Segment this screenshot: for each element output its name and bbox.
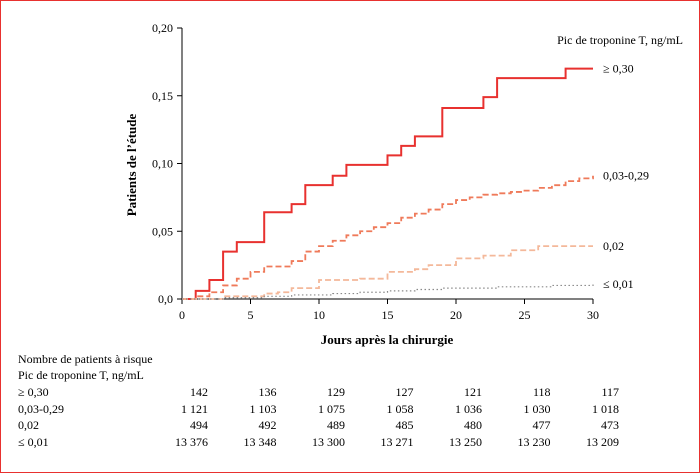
- series-end-label-3: ≤ 0,01: [603, 277, 634, 291]
- labels-layer: ≥ 0,30 0,03-0,29 0,02 ≤ 0,01: [603, 62, 649, 291]
- risk-cell: 1 030: [524, 402, 551, 416]
- series-layer: [182, 67, 594, 300]
- risk-cell: 118: [533, 385, 551, 399]
- x-tick-label: 15: [382, 308, 394, 322]
- y-tick-label: 0,0: [158, 292, 173, 306]
- risk-cell: 13 209: [586, 435, 619, 449]
- risk-cell: 485: [396, 418, 414, 432]
- risk-cell: 129: [327, 385, 345, 399]
- x-tick-label: 25: [519, 308, 531, 322]
- legend-title: Pic de troponine T, ng/mL: [557, 33, 683, 47]
- x-tick-label: 30: [587, 308, 599, 322]
- risk-cell: 13 230: [518, 435, 551, 449]
- risk-row-label: ≥ 0,30: [18, 385, 49, 399]
- risk-cell: 13 348: [244, 435, 277, 449]
- risk-cell: 136: [259, 385, 277, 399]
- series-line-3: [182, 284, 594, 300]
- risk-cell: 494: [190, 418, 208, 432]
- risk-cell: 13 300: [312, 435, 345, 449]
- risk-cell: 1 058: [387, 402, 414, 416]
- risk-cell: 1 121: [181, 402, 208, 416]
- axes: 0 5 10 15 20 25 30 0,0 0,05 0,10 0,15 0,20: [152, 21, 599, 322]
- risk-cell: 492: [259, 418, 277, 432]
- risk-cell: 1 103: [250, 402, 277, 416]
- x-tick-label: 0: [179, 308, 185, 322]
- y-tick-label: 0,10: [152, 157, 173, 171]
- series-end-label-2: 0,02: [603, 239, 624, 253]
- x-tick-label: 20: [450, 308, 462, 322]
- risk-cell: 121: [464, 385, 482, 399]
- series-end-label-1: 0,03-0,29: [603, 169, 649, 183]
- risk-cell: 142: [190, 385, 208, 399]
- risk-cell: 1 075: [318, 402, 345, 416]
- risk-row-label: ≤ 0,01: [18, 435, 49, 449]
- risk-cell: 1 018: [592, 402, 619, 416]
- y-tick-label: 0,05: [152, 224, 173, 238]
- risk-cell: 477: [533, 418, 551, 432]
- risk-cell: 127: [396, 385, 414, 399]
- risk-cell: 117: [601, 385, 619, 399]
- risk-table-subtitle: Pic de troponine T, ng/mL: [18, 368, 144, 382]
- series-line-2: [182, 245, 593, 300]
- y-axis-title: Patients de l’étude: [124, 114, 139, 217]
- y-tick-label: 0,15: [152, 89, 173, 103]
- series-line-0: [182, 67, 593, 300]
- y-tick-label: 0,20: [152, 21, 173, 35]
- risk-row-label: 0,03-0,29: [18, 402, 64, 416]
- series-end-label-0: ≥ 0,30: [603, 62, 634, 76]
- series-line-1: [182, 175, 594, 300]
- risk-cell: 489: [327, 418, 345, 432]
- x-tick-label: 5: [248, 308, 254, 322]
- risk-cell: 13 271: [381, 435, 414, 449]
- risk-cell: 1 036: [455, 402, 482, 416]
- x-tick-label: 10: [313, 308, 325, 322]
- risk-cell: 13 376: [175, 435, 208, 449]
- risk-cell: 480: [464, 418, 482, 432]
- risk-table: Nombre de patients à risque Pic de tropo…: [18, 352, 619, 449]
- risk-cell: 473: [601, 418, 619, 432]
- risk-row-label: 0,02: [18, 418, 39, 432]
- risk-table-title: Nombre de patients à risque: [18, 352, 153, 366]
- risk-cell: 13 250: [449, 435, 482, 449]
- x-axis-title: Jours après la chirurgie: [321, 332, 454, 347]
